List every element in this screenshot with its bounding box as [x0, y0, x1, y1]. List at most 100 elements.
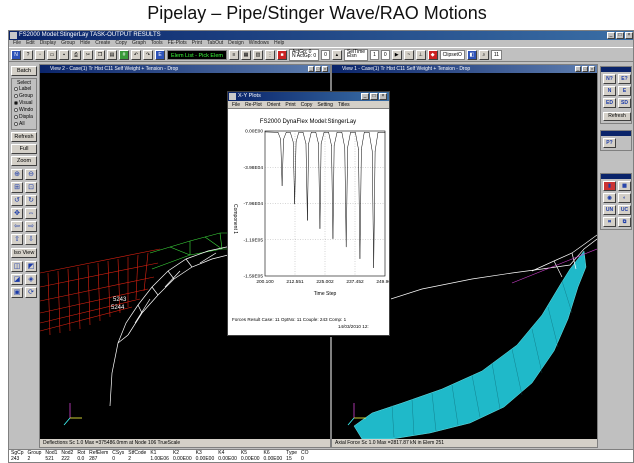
color-bar-icon[interactable]: ▮ — [603, 181, 616, 191]
view-left-maximize-button[interactable]: □ — [315, 66, 321, 72]
new-file-icon[interactable]: ▫ — [35, 49, 45, 60]
panel-help-button[interactable]: P? — [603, 138, 616, 148]
node-query-button[interactable]: N? — [603, 74, 616, 84]
copy-icon[interactable]: ❐ — [95, 49, 105, 60]
view-rotate-icon[interactable]: ⟳ — [25, 287, 37, 298]
view-left-close-button[interactable]: × — [322, 66, 328, 72]
list-icon[interactable]: ≡ — [228, 49, 239, 60]
stop-icon[interactable]: ■ — [276, 49, 287, 60]
xy-plot-system-icon[interactable] — [229, 93, 236, 100]
zoom-in-icon[interactable]: ⊕ — [11, 169, 23, 180]
wave-icon[interactable]: ~ — [403, 49, 414, 60]
app-system-icon[interactable] — [10, 32, 17, 39]
uc-button[interactable]: UC — [618, 205, 631, 215]
xy-menu-titles[interactable]: Titles — [337, 102, 350, 108]
step-field[interactable]: 0 — [321, 49, 330, 60]
panel-refresh-button[interactable]: Refresh — [603, 112, 631, 121]
paste-icon[interactable]: ▤ — [107, 49, 117, 60]
spin-field[interactable]: 1 — [370, 49, 379, 60]
pan-horizontal-icon[interactable]: ⇔ — [25, 208, 37, 219]
rotate-right-icon[interactable]: ↻ — [25, 195, 37, 206]
xy-plot-window[interactable]: X-Y Plots _ □ × File Re-Plot Orient Prin… — [227, 91, 390, 336]
table-icon[interactable]: ▥ — [252, 49, 263, 60]
pan-up-icon[interactable]: ⇧ — [11, 234, 23, 245]
zoom-out-icon[interactable]: ⊖ — [25, 169, 37, 180]
menu-print[interactable]: Print — [191, 40, 203, 46]
ed-button[interactable]: ED — [603, 98, 616, 108]
menu-hide[interactable]: Hide — [80, 40, 91, 46]
color-icon[interactable]: ◆ — [427, 49, 438, 60]
node-button[interactable]: N — [603, 86, 616, 96]
xy-minimize-button[interactable]: _ — [361, 93, 369, 100]
view-icon[interactable]: ◧ — [466, 49, 477, 60]
wire-icon[interactable]: ⌗ — [603, 217, 616, 227]
view-right-close-button[interactable]: × — [589, 66, 595, 72]
xy-menu-orient[interactable]: Orient — [266, 102, 281, 108]
un-button[interactable]: UN — [603, 205, 616, 215]
menu-graph[interactable]: Graph — [132, 40, 146, 46]
zoom-fit-icon[interactable]: ⊡ — [25, 182, 37, 193]
palette-icon[interactable]: ▩ — [618, 181, 631, 191]
node-query-icon[interactable]: N — [11, 49, 21, 60]
select-window-radio[interactable]: Windo — [12, 107, 36, 114]
minimize-button[interactable]: _ — [607, 32, 615, 39]
xy-menu-print[interactable]: Print — [285, 102, 296, 108]
menu-windows[interactable]: Windows — [248, 40, 270, 46]
contour-icon[interactable]: ◉ — [603, 193, 616, 203]
xy-menu-file[interactable]: File — [232, 102, 241, 108]
print-icon[interactable]: ⎙ — [71, 49, 81, 60]
sd-button[interactable]: SD — [618, 98, 631, 108]
grid-icon[interactable]: ▦ — [240, 49, 251, 60]
menu-file[interactable]: File — [13, 40, 22, 46]
menu-tools[interactable]: Tools — [150, 40, 163, 46]
time-select[interactable]: SelTime Elsn — [343, 48, 369, 61]
xy-maximize-button[interactable]: □ — [370, 93, 378, 100]
help-query-icon[interactable]: ? — [23, 49, 33, 60]
menu-edit[interactable]: Edit — [26, 40, 35, 46]
element-query-button[interactable]: E? — [618, 74, 631, 84]
pan-icon[interactable]: ✥ — [11, 208, 23, 219]
element-icon[interactable]: E — [155, 49, 165, 60]
node-list-icon[interactable]: ⋮ — [264, 49, 275, 60]
zoom-button[interactable]: Zoom — [11, 156, 37, 166]
view-top-icon[interactable]: ◪ — [11, 274, 23, 285]
full-button[interactable]: Full — [11, 144, 37, 154]
view-plan-icon[interactable]: ▣ — [11, 287, 23, 298]
select-display-radio[interactable]: Displa — [12, 114, 36, 121]
menu-design[interactable]: Design — [228, 40, 244, 46]
view-right-minimize-button[interactable]: _ — [575, 66, 581, 72]
xy-menu-replot[interactable]: Re-Plot — [245, 102, 262, 108]
undo-icon[interactable]: ↶ — [131, 49, 141, 60]
pan-right-icon[interactable]: ⇨ — [25, 221, 37, 232]
menu-group[interactable]: Group — [61, 40, 75, 46]
refresh-button[interactable]: Refresh — [11, 132, 37, 142]
menu-create[interactable]: Create — [95, 40, 111, 46]
animate-icon[interactable]: ▶ — [391, 49, 402, 60]
menu-help[interactable]: Help — [274, 40, 285, 46]
shade-icon[interactable]: ◐ — [618, 193, 631, 203]
view-left-minimize-button[interactable]: _ — [308, 66, 314, 72]
view-right-maximize-button[interactable]: □ — [582, 66, 588, 72]
iso-view-button[interactable]: Iso View — [11, 248, 37, 258]
close-button[interactable]: × — [625, 32, 633, 39]
select-visual-radio[interactable]: Visual — [12, 100, 36, 107]
xy-close-button[interactable]: × — [379, 93, 387, 100]
count-field[interactable]: 0 — [380, 49, 390, 60]
open-folder-icon[interactable]: ▭ — [47, 49, 57, 60]
xy-menu-copy[interactable]: Copy — [300, 102, 313, 108]
menu-fe-plots[interactable]: FE-Plots — [167, 40, 187, 46]
numeric-field[interactable]: 11 — [490, 49, 503, 60]
batch-button[interactable]: Batch — [11, 66, 37, 76]
view-front-icon[interactable]: ◫ — [11, 261, 23, 272]
step-up-icon[interactable]: ▴ — [331, 49, 342, 60]
pan-left-icon[interactable]: ⇦ — [11, 221, 23, 232]
redo-icon[interactable]: ↷ — [143, 49, 153, 60]
axis-icon[interactable]: ⊥ — [415, 49, 426, 60]
select-all-radio[interactable]: All — [12, 121, 36, 128]
pan-down-icon[interactable]: ⇩ — [25, 234, 37, 245]
select-label-radio[interactable]: Label — [12, 86, 36, 93]
maximize-button[interactable]: □ — [616, 32, 624, 39]
menu-copy[interactable]: Copy — [115, 40, 127, 46]
save-icon[interactable]: ▪ — [59, 49, 69, 60]
rotate-left-icon[interactable]: ↺ — [11, 195, 23, 206]
